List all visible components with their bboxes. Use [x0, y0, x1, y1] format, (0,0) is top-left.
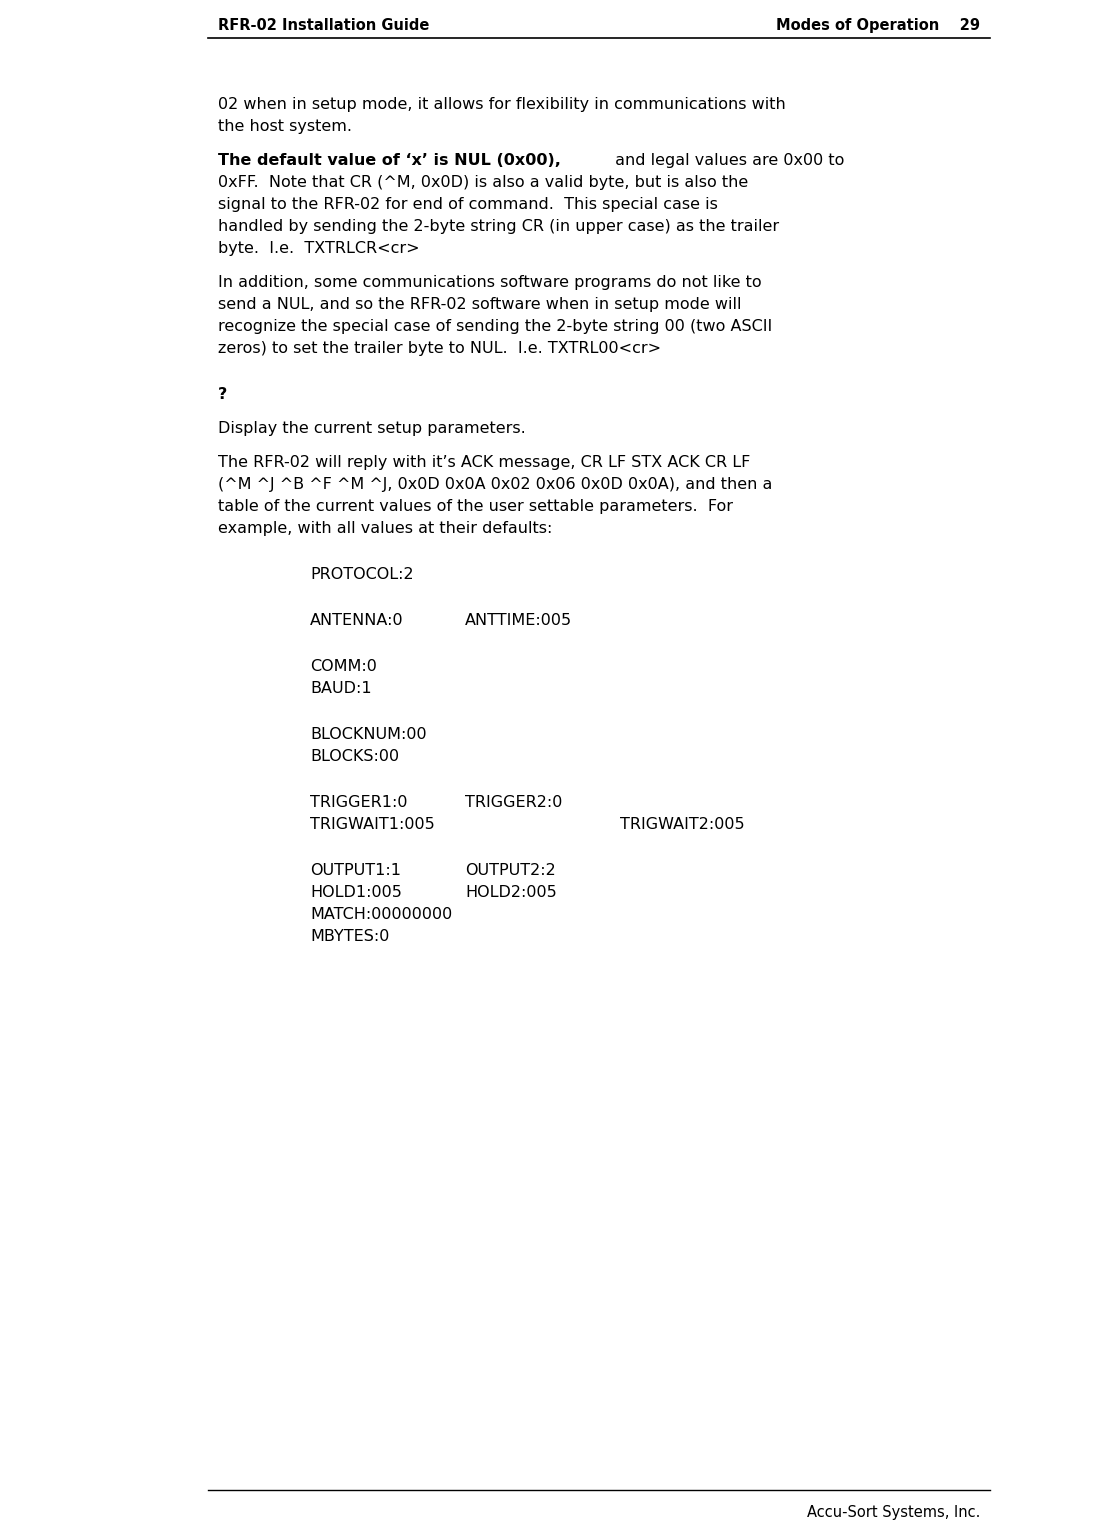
Text: TRIGWAIT2:005: TRIGWAIT2:005	[620, 817, 744, 832]
Text: ANTENNA:0: ANTENNA:0	[310, 613, 403, 629]
Text: Accu-Sort Systems, Inc.: Accu-Sort Systems, Inc.	[807, 1505, 980, 1521]
Text: TRIGWAIT1:005: TRIGWAIT1:005	[310, 817, 434, 832]
Text: The RFR-02 will reply with it’s ACK message, CR LF STX ACK CR LF: The RFR-02 will reply with it’s ACK mess…	[218, 455, 751, 471]
Text: HOLD1:005: HOLD1:005	[310, 885, 402, 900]
Text: recognize the special case of sending the 2-byte string 00 (two ASCII: recognize the special case of sending th…	[218, 319, 772, 334]
Text: send a NUL, and so the RFR-02 software when in setup mode will: send a NUL, and so the RFR-02 software w…	[218, 297, 742, 313]
Text: In addition, some communications software programs do not like to: In addition, some communications softwar…	[218, 274, 762, 290]
Text: signal to the RFR-02 for end of command.  This special case is: signal to the RFR-02 for end of command.…	[218, 198, 717, 212]
Text: TRIGGER1:0: TRIGGER1:0	[310, 796, 408, 809]
Text: ?: ?	[218, 386, 227, 402]
Text: Modes of Operation    29: Modes of Operation 29	[776, 18, 980, 34]
Text: OUTPUT2:2: OUTPUT2:2	[465, 863, 556, 878]
Text: 0xFF.  Note that CR (^M, 0x0D) is also a valid byte, but is also the: 0xFF. Note that CR (^M, 0x0D) is also a …	[218, 175, 749, 190]
Text: 02 when in setup mode, it allows for flexibility in communications with: 02 when in setup mode, it allows for fle…	[218, 97, 785, 112]
Text: Display the current setup parameters.: Display the current setup parameters.	[218, 422, 526, 435]
Text: example, with all values at their defaults:: example, with all values at their defaul…	[218, 521, 553, 537]
Text: MBYTES:0: MBYTES:0	[310, 929, 390, 944]
Text: RFR-02 Installation Guide: RFR-02 Installation Guide	[218, 18, 429, 34]
Text: BLOCKS:00: BLOCKS:00	[310, 750, 399, 763]
Text: ANTTIME:005: ANTTIME:005	[465, 613, 573, 629]
Text: BLOCKNUM:00: BLOCKNUM:00	[310, 727, 427, 742]
Text: and legal values are 0x00 to: and legal values are 0x00 to	[610, 153, 844, 169]
Text: COMM:0: COMM:0	[310, 659, 377, 675]
Text: The default value of ‘x’ is NUL (0x00),: The default value of ‘x’ is NUL (0x00),	[218, 153, 560, 169]
Text: OUTPUT1:1: OUTPUT1:1	[310, 863, 401, 878]
Text: BAUD:1: BAUD:1	[310, 681, 372, 696]
Text: the host system.: the host system.	[218, 120, 352, 133]
Text: TRIGGER2:0: TRIGGER2:0	[465, 796, 563, 809]
Text: byte.  I.e.  TXTRLCR<cr>: byte. I.e. TXTRLCR<cr>	[218, 241, 420, 256]
Text: MATCH:00000000: MATCH:00000000	[310, 908, 452, 921]
Text: (^M ^J ^B ^F ^M ^J, 0x0D 0x0A 0x02 0x06 0x0D 0x0A), and then a: (^M ^J ^B ^F ^M ^J, 0x0D 0x0A 0x02 0x06 …	[218, 477, 772, 492]
Text: table of the current values of the user settable parameters.  For: table of the current values of the user …	[218, 500, 733, 514]
Text: zeros) to set the trailer byte to NUL.  I.e. TXTRL00<cr>: zeros) to set the trailer byte to NUL. I…	[218, 340, 661, 356]
Text: PROTOCOL:2: PROTOCOL:2	[310, 567, 413, 583]
Text: handled by sending the 2-byte string CR (in upper case) as the trailer: handled by sending the 2-byte string CR …	[218, 219, 779, 235]
Text: HOLD2:005: HOLD2:005	[465, 885, 557, 900]
